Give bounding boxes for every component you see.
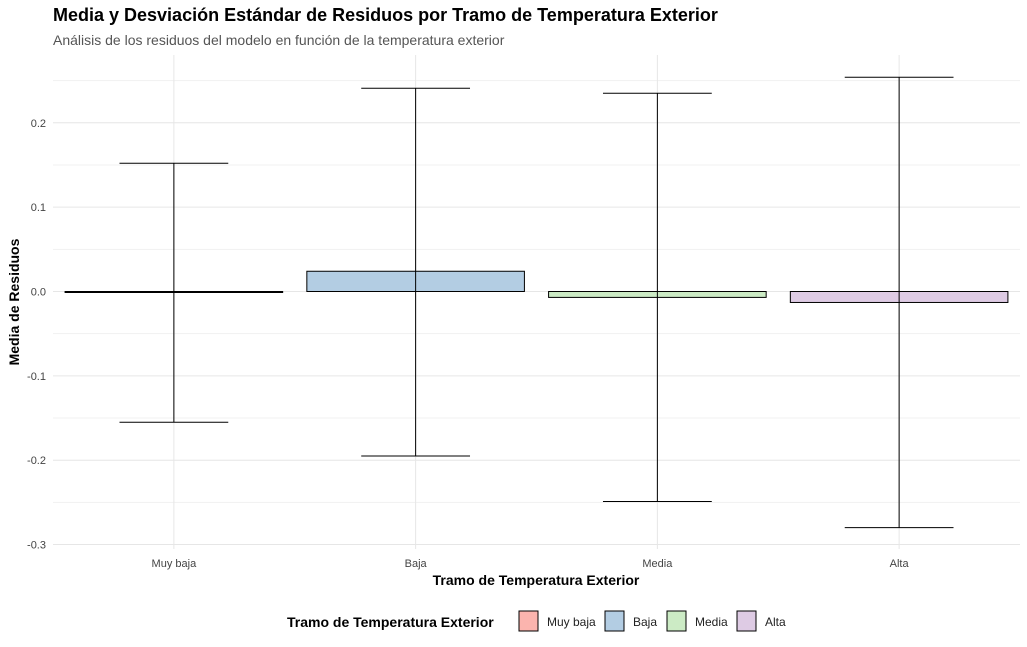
x-tick-label: Media [642, 558, 673, 570]
y-tick-label: -0.1 [27, 371, 46, 383]
legend-title: Tramo de Temperatura Exterior [287, 614, 494, 630]
error-bars [119, 76, 954, 529]
legend-key-muy-baja [518, 610, 539, 632]
x-tick-label: Alta [890, 558, 910, 570]
legend-key-baja [604, 610, 625, 632]
y-tick-label: -0.2 [27, 455, 46, 467]
y-axis-tick-labels: -0.3 -0.2 -0.1 0.0 0.1 0.2 [27, 118, 46, 552]
legend: Tramo de Temperatura Exterior Muy baja Ba… [287, 610, 786, 632]
x-axis-tick-labels: Muy baja Baja Media Alta [152, 558, 910, 570]
legend-label: Media [695, 615, 728, 629]
legend-label: Alta [765, 615, 786, 629]
y-tick-label: 0.2 [31, 118, 46, 130]
x-tick-label: Baja [405, 558, 428, 570]
y-tick-label: -0.3 [27, 540, 46, 552]
y-axis-title: Media de Residuos [6, 238, 22, 365]
legend-key-alta [736, 610, 757, 632]
y-tick-label: 0.0 [31, 287, 46, 299]
x-tick-label: Muy baja [152, 558, 198, 570]
legend-key-media [666, 610, 687, 632]
x-axis-title: Tramo de Temperatura Exterior [433, 572, 640, 588]
legend-label: Baja [633, 615, 657, 629]
chart-subtitle: Análisis de los residuos del modelo en f… [53, 32, 505, 48]
legend-label: Muy baja [547, 615, 596, 629]
chart-title: Media y Desviación Estándar de Residuos … [53, 5, 718, 25]
bars [64, 270, 1009, 303]
y-tick-label: 0.1 [31, 202, 46, 214]
